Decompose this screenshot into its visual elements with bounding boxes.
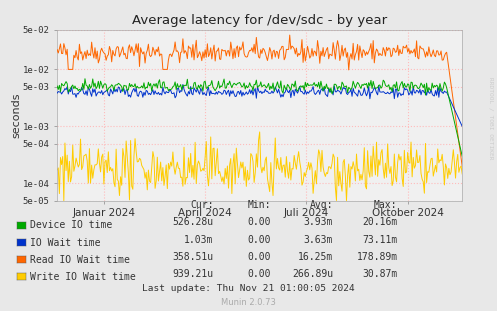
- Text: 0.00: 0.00: [248, 234, 271, 244]
- Text: 3.93m: 3.93m: [304, 217, 333, 227]
- Text: 30.87m: 30.87m: [362, 269, 398, 279]
- Text: 73.11m: 73.11m: [362, 234, 398, 244]
- Text: Last update: Thu Nov 21 01:00:05 2024: Last update: Thu Nov 21 01:00:05 2024: [142, 284, 355, 293]
- Text: IO Wait time: IO Wait time: [30, 238, 100, 248]
- Text: 358.51u: 358.51u: [172, 252, 214, 262]
- Text: 3.63m: 3.63m: [304, 234, 333, 244]
- Text: Device IO time: Device IO time: [30, 220, 112, 230]
- Text: Read IO Wait time: Read IO Wait time: [30, 255, 130, 265]
- Text: 178.89m: 178.89m: [356, 252, 398, 262]
- Text: RRDTOOL / TOBI OETIKER: RRDTOOL / TOBI OETIKER: [488, 77, 493, 160]
- Text: 20.16m: 20.16m: [362, 217, 398, 227]
- Text: 0.00: 0.00: [248, 252, 271, 262]
- Text: 16.25m: 16.25m: [298, 252, 333, 262]
- Text: 0.00: 0.00: [248, 217, 271, 227]
- Title: Average latency for /dev/sdc - by year: Average latency for /dev/sdc - by year: [132, 14, 387, 27]
- Text: Munin 2.0.73: Munin 2.0.73: [221, 298, 276, 307]
- Text: 0.00: 0.00: [248, 269, 271, 279]
- Text: Write IO Wait time: Write IO Wait time: [30, 272, 136, 282]
- Y-axis label: seconds: seconds: [11, 92, 21, 138]
- Text: Min:: Min:: [248, 200, 271, 210]
- Text: 266.89u: 266.89u: [292, 269, 333, 279]
- Text: 939.21u: 939.21u: [172, 269, 214, 279]
- Text: Avg:: Avg:: [310, 200, 333, 210]
- Text: 1.03m: 1.03m: [184, 234, 214, 244]
- Text: Max:: Max:: [374, 200, 398, 210]
- Text: 526.28u: 526.28u: [172, 217, 214, 227]
- Text: Cur:: Cur:: [190, 200, 214, 210]
